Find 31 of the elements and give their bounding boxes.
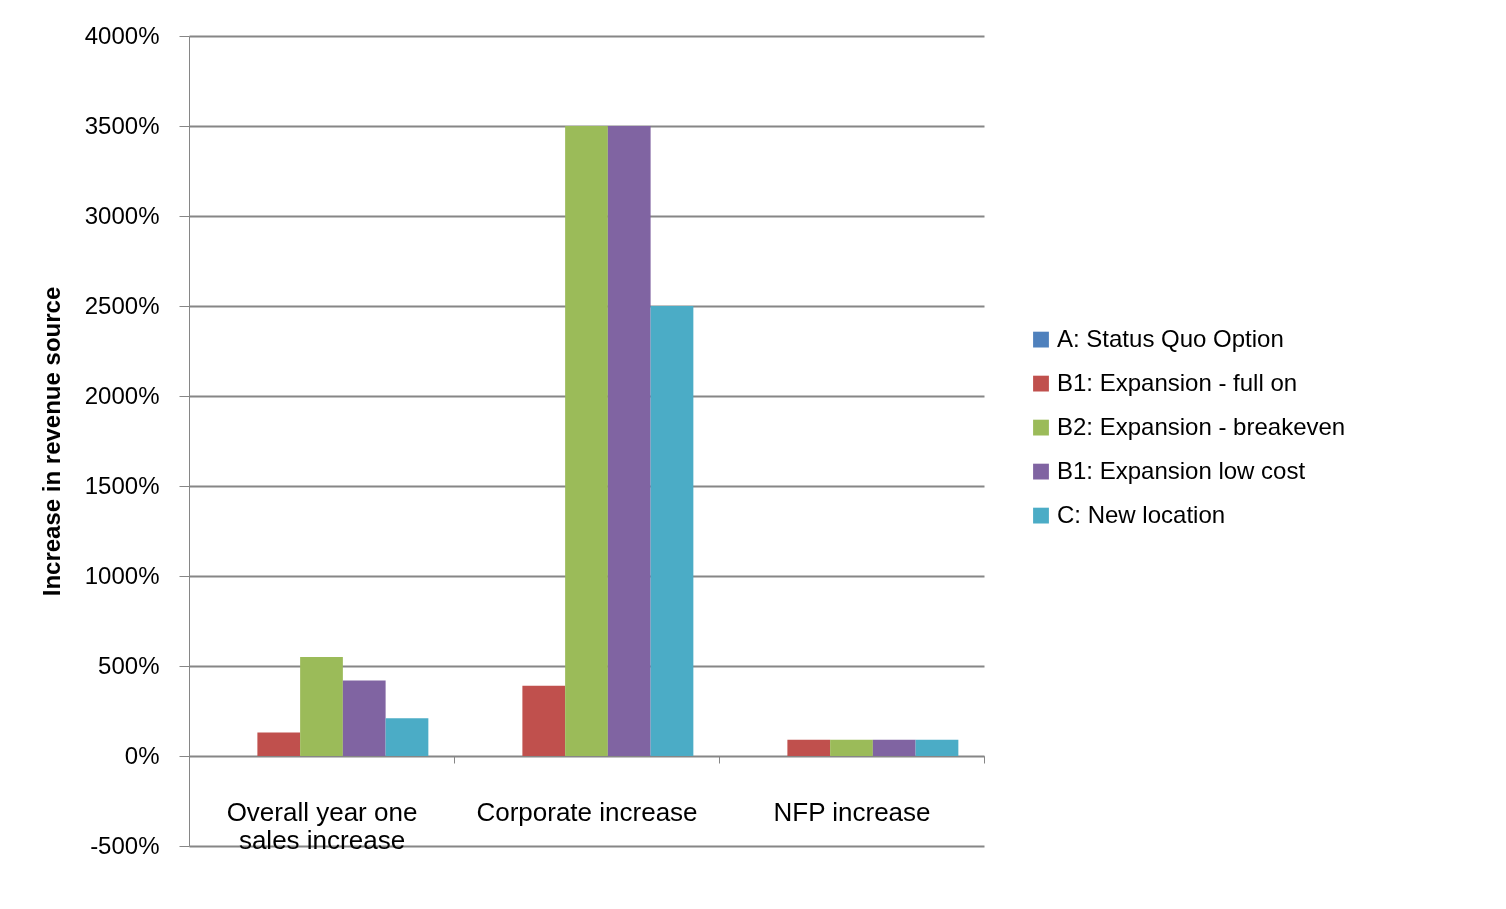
bar: [650, 306, 694, 756]
y-tick-label: 500%: [98, 651, 160, 679]
bar: [385, 718, 429, 756]
bar: [342, 680, 386, 756]
bar: [830, 739, 873, 756]
bar: [787, 739, 831, 756]
bar: [522, 685, 566, 756]
x-tick-label: Corporate increase: [476, 796, 698, 827]
bar: [257, 732, 301, 756]
y-tick-label: 2500%: [84, 291, 160, 319]
legend-label: B2: Expansion - breakeven: [1057, 412, 1346, 440]
y-tick-label: 3000%: [84, 201, 160, 229]
bar: [915, 739, 959, 756]
bar: [607, 126, 651, 756]
y-axis-title: Increase in revenue source: [37, 286, 65, 597]
bar: [300, 657, 343, 756]
y-tick-label: 3500%: [84, 111, 160, 139]
x-tick-label: Overall year one sales increase: [226, 796, 418, 855]
x-tick-label: NFP increase: [773, 796, 931, 827]
legend-label: B1: Expansion low cost: [1057, 456, 1306, 484]
bar: [872, 739, 916, 756]
legend-label: C: New location: [1057, 500, 1226, 528]
legend-label: A: Status Quo Option: [1057, 324, 1284, 352]
y-tick-label: 0%: [124, 741, 160, 769]
y-tick-label: 4000%: [84, 21, 160, 49]
y-tick-label: 1000%: [84, 561, 160, 589]
legend-label: B1: Expansion - full on: [1057, 368, 1298, 396]
y-tick-label: -500%: [90, 831, 160, 859]
bar: [565, 126, 608, 756]
y-tick-label: 1500%: [84, 471, 160, 499]
y-tick-label: 2000%: [84, 381, 160, 409]
